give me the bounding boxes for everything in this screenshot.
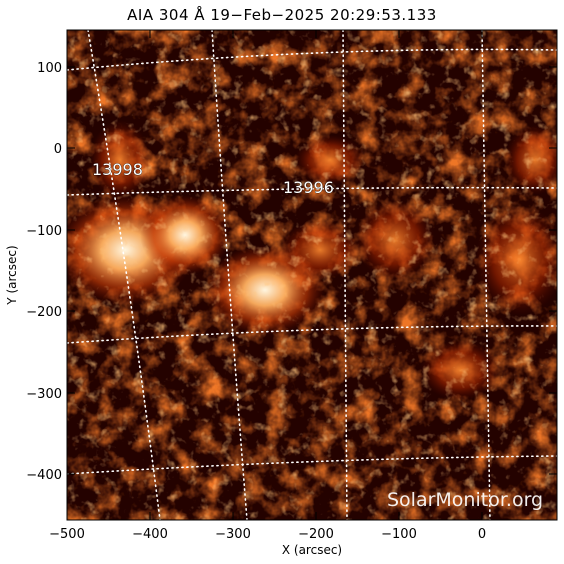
y-tick-label: 100	[37, 61, 62, 76]
plot-frame	[66, 29, 558, 521]
region-label-13998: 13998	[92, 160, 143, 179]
x-tick-label: −500	[49, 527, 85, 542]
image-title: AIA 304 Å 19−Feb−2025 20:29:53.133	[127, 6, 437, 24]
y-tick-label: 0	[54, 142, 62, 157]
y-tick-label: −100	[26, 224, 62, 239]
x-tick-label: −100	[381, 527, 417, 542]
x-tick-marks	[66, 30, 483, 520]
region-label-13996: 13996	[283, 178, 334, 197]
watermark: SolarMonitor.org	[387, 489, 543, 511]
x-tick-label: −200	[298, 527, 334, 542]
x-tick-labels: −500 −400 −300 −200 −100 0	[49, 527, 486, 542]
x-tick-label: −400	[132, 527, 168, 542]
solar-image	[67, 30, 557, 520]
y-tick-marks	[67, 66, 557, 475]
x-tick-label: 0	[478, 527, 486, 542]
y-tick-labels: 100 0 −100 −200 −300 −400	[26, 61, 62, 483]
y-tick-label: −400	[26, 468, 62, 483]
x-axis-label: X (arcsec)	[282, 543, 342, 557]
coordinate-grid	[67, 30, 557, 520]
y-tick-label: −200	[26, 305, 62, 320]
y-axis-label: Y (arcsec)	[5, 245, 19, 305]
x-tick-label: −300	[215, 527, 251, 542]
y-tick-label: −300	[26, 387, 62, 402]
